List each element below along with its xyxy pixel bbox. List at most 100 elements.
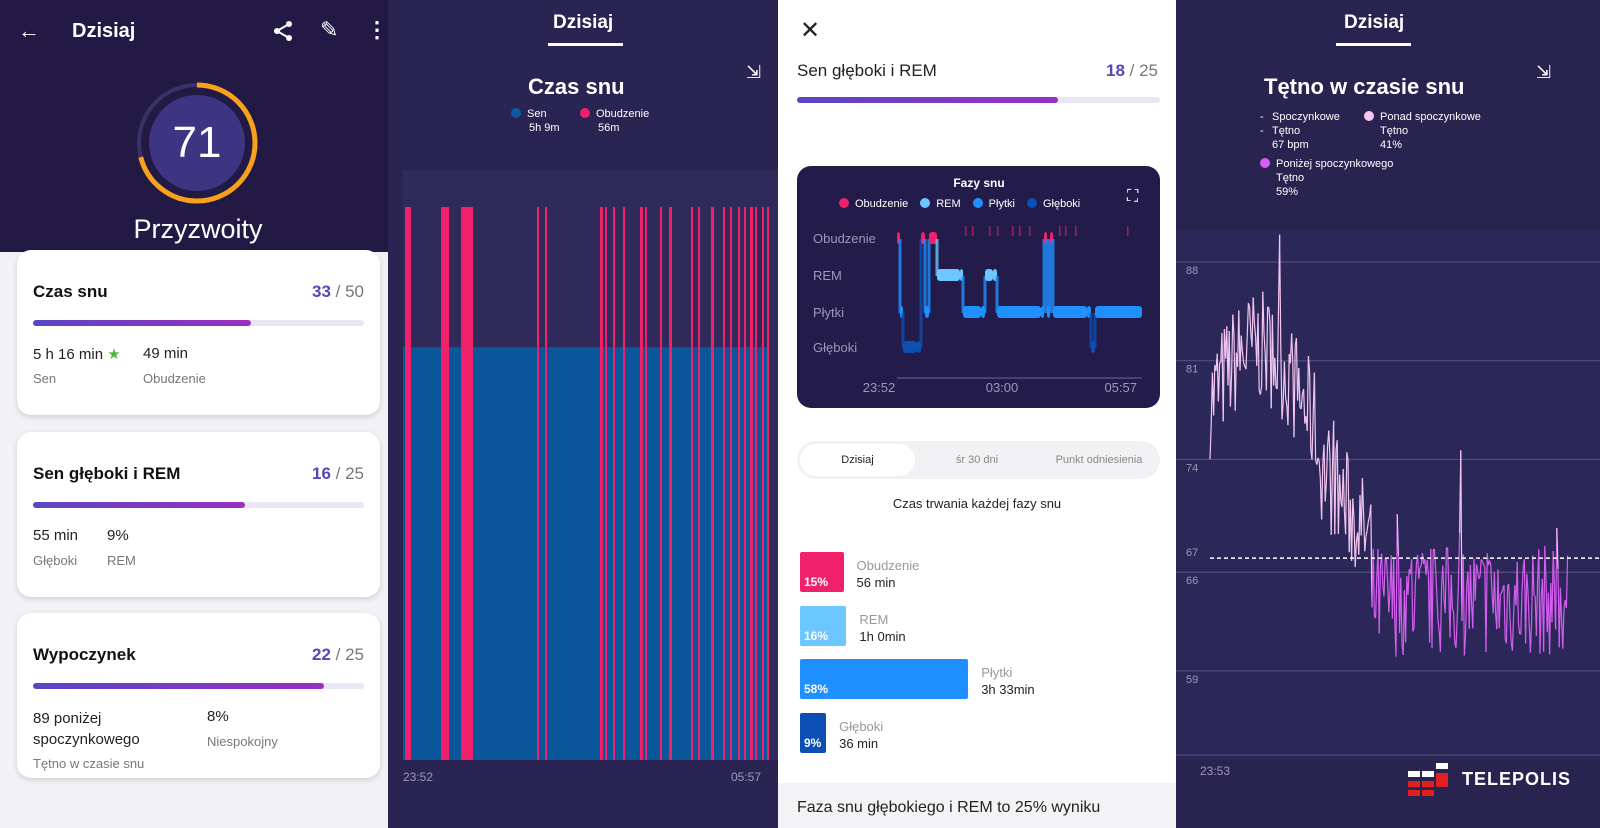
awake-bar xyxy=(669,207,672,760)
awake-bar xyxy=(623,207,625,760)
legend-item: Obudzenie xyxy=(839,198,908,210)
x-label: 05:57 xyxy=(1104,380,1137,395)
score-card[interactable]: Sen głęboki i REM 16 / 25 55 min Głęboki… xyxy=(17,432,380,597)
card-score: 16 / 25 xyxy=(311,464,364,483)
phase-name: Obudzenie xyxy=(856,558,920,573)
awake-bar xyxy=(441,207,449,760)
section-title: Sen głęboki i REM xyxy=(797,61,937,80)
stage-transition xyxy=(923,239,927,313)
y-label: Głęboki xyxy=(813,340,857,355)
awake-bar xyxy=(640,207,643,760)
collapse-icon[interactable]: ⇲ xyxy=(1536,62,1552,82)
stage-segment xyxy=(903,341,917,353)
sleep-time-panel: Dzisiaj Czas snu ⇲ Sen 5h 9m Obudzenie 56m… xyxy=(388,0,778,828)
stage-segment xyxy=(963,306,981,318)
legend-awake: Obudzenie 56m xyxy=(580,107,649,135)
collapse-icon[interactable]: ⇲ xyxy=(746,62,762,82)
segment-today[interactable]: Dzisiaj xyxy=(800,444,915,476)
stage-segment xyxy=(1053,306,1087,318)
score-value: 71 xyxy=(172,118,222,167)
x-start-label: 23:53 xyxy=(1200,764,1231,778)
awake-bar xyxy=(767,207,769,760)
awake-bar xyxy=(723,207,725,760)
legend-item: Głęboki xyxy=(1026,198,1080,210)
phase-duration: 36 min xyxy=(839,736,879,751)
awake-bar xyxy=(744,207,746,760)
watermark-text: TELEPOLIS xyxy=(1462,769,1572,789)
tab-indicator xyxy=(548,43,623,46)
phase-duration: 3h 33min xyxy=(981,682,1035,697)
stat-label: Sen xyxy=(33,371,57,386)
card-title: Wypoczynek xyxy=(33,645,136,664)
stage-transition xyxy=(983,276,987,313)
y-label: Obudzenie xyxy=(813,231,876,246)
stages-graph: Obudzenie REM Płytki Głęboki 23:52 03:00 05:57 xyxy=(813,226,1142,395)
card-progress xyxy=(33,502,364,508)
segment-30-days[interactable]: śr 30 dni xyxy=(955,454,999,466)
more-vert-icon[interactable]: ⋮ xyxy=(366,17,388,42)
expand-icon[interactable]: ⛶ xyxy=(1127,188,1139,205)
stage-transition xyxy=(1048,239,1052,313)
awake-bar xyxy=(755,207,757,760)
awake-bar xyxy=(600,207,603,760)
awake-bar xyxy=(730,207,732,760)
stage-transition xyxy=(898,239,902,313)
footer-text: Faza snu głębokiego i REM to 25% wyniku xyxy=(797,799,1101,816)
deep-rem-panel: ✕ Sen głęboki i REM 18 / 25 Fazy snu Obu… xyxy=(778,0,1176,828)
score-card[interactable]: Wypoczynek 22 / 25 89 poniżej spoczynkow… xyxy=(17,613,380,778)
edit-pencil-icon[interactable]: ✎ xyxy=(320,17,339,42)
tab-indicator xyxy=(1336,43,1411,46)
back-arrow-icon[interactable]: ← xyxy=(18,18,40,43)
close-icon[interactable]: ✕ xyxy=(800,17,821,44)
y-tick: 88 xyxy=(1186,265,1198,277)
awake-bar xyxy=(660,207,662,760)
stage-transition xyxy=(927,239,931,313)
card-title: Sen głęboki i REM xyxy=(33,464,181,483)
heart-rate-panel: Dzisiaj Tętno w czasie snu ⇲ -- Spoczynk… xyxy=(1176,0,1600,828)
stage-transition xyxy=(1051,239,1055,313)
awake-bar xyxy=(711,207,714,760)
awake-bar xyxy=(738,207,740,760)
stat-label: Niespokojny xyxy=(207,734,278,749)
phase-bar: 16% xyxy=(800,606,847,646)
card-score: 22 / 25 xyxy=(311,645,364,664)
segment-benchmark[interactable]: Punkt odniesienia xyxy=(1055,454,1143,466)
phase-name: Głęboki xyxy=(839,719,884,734)
y-tick: 59 xyxy=(1186,674,1198,686)
stage-segment xyxy=(937,269,960,281)
share-icon[interactable] xyxy=(272,20,294,42)
stage-transition xyxy=(1089,313,1093,348)
awake-bar xyxy=(537,207,539,760)
x-start-label: 23:52 xyxy=(403,770,434,784)
awake-tick xyxy=(989,226,991,236)
awake-tick xyxy=(1012,226,1014,236)
legend-resting-value: 67 bpm xyxy=(1272,139,1309,151)
score-card[interactable]: Czas snu 33 / 50 5 h 16 min ★ Sen 49 min … xyxy=(17,250,380,415)
y-label: Płytki xyxy=(813,305,844,320)
chart-title: Fazy snu xyxy=(953,176,1005,190)
tab-today[interactable]: Dzisiaj xyxy=(553,12,614,33)
page-title: Dzisiaj xyxy=(72,20,136,42)
phase-duration: 56 min xyxy=(856,575,896,590)
star-icon: ★ xyxy=(107,346,121,363)
legend-above: Ponad spoczynkowe Tętno 41% xyxy=(1364,110,1481,152)
card-progress xyxy=(33,320,364,326)
stat-label: Głęboki xyxy=(33,553,78,568)
awake-bar xyxy=(762,207,764,760)
phase-bar: 9% xyxy=(800,713,827,753)
stat-value: 8% xyxy=(207,708,229,725)
heart-rate-graph: 88 81 74 67 66 59 xyxy=(1176,234,1600,756)
tab-today[interactable]: Dzisiaj xyxy=(1344,12,1405,33)
sleep-score-panel: ← Dzisiaj ✎ ⋮ 71 Przyzwoity Czas snu 33 … xyxy=(0,0,388,828)
stage-transition xyxy=(1093,313,1097,348)
stat-value: 55 min xyxy=(33,527,79,544)
stage-transition xyxy=(935,239,939,276)
y-tick: 66 xyxy=(1186,575,1198,587)
stage-transition xyxy=(1042,239,1046,313)
awake-tick xyxy=(965,226,967,236)
stat-label: REM xyxy=(107,553,136,568)
awake-tick xyxy=(1075,226,1077,236)
stage-transition xyxy=(901,313,905,348)
stat-value: 49 min xyxy=(143,345,189,362)
section-score: 18 / 25 xyxy=(1105,61,1158,80)
